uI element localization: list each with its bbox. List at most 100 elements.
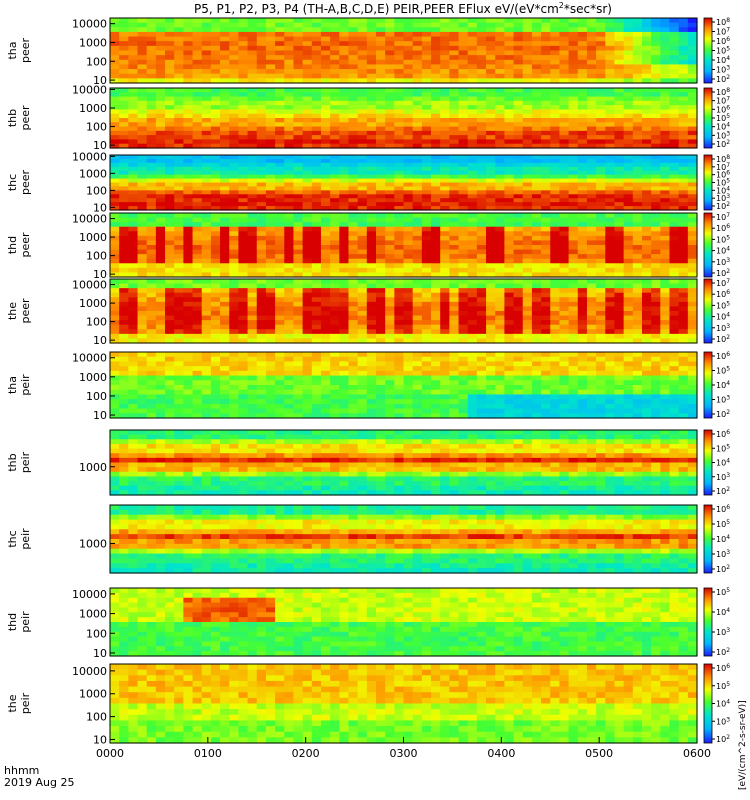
heatmap-cell: [605, 64, 616, 70]
heatmap-cell: [440, 88, 450, 93]
heatmap-cell: [302, 288, 313, 294]
heatmap-cell: [256, 41, 267, 47]
heatmap-cell: [586, 45, 597, 52]
heatmap-cell: [596, 292, 606, 298]
heatmap-cell: [522, 174, 533, 180]
heatmap-cell: [275, 338, 285, 344]
heatmap-cell: [623, 315, 634, 321]
heatmap-cell: [155, 166, 166, 172]
colorbar-tick-label: 105: [716, 113, 730, 123]
heatmap-cell: [192, 279, 203, 285]
heatmap-cell: [366, 311, 377, 317]
heatmap-cell: [513, 109, 524, 115]
heatmap-cell: [504, 272, 515, 278]
heatmap-cell: [541, 194, 551, 199]
heatmap-cell: [550, 174, 561, 180]
heatmap-cell: [678, 222, 689, 228]
heatmap-cell: [421, 198, 432, 203]
heatmap-cell: [458, 222, 469, 228]
heatmap-cell: [128, 27, 139, 33]
heatmap-cell: [596, 213, 606, 219]
heatmap-cell: [669, 194, 680, 199]
heatmap-cell: [357, 18, 368, 24]
heatmap-cell: [385, 267, 395, 274]
heatmap-cell: [687, 198, 698, 203]
heatmap-cell: [678, 50, 689, 56]
heatmap-cell: [623, 356, 634, 363]
heatmap-cell: [651, 59, 661, 66]
heatmap-cell: [458, 366, 469, 372]
heatmap-cell: [421, 324, 432, 330]
heatmap-cell: [183, 143, 194, 149]
heatmap-cell: [229, 31, 239, 38]
heatmap-cell: [687, 194, 698, 199]
heatmap-cell: [431, 235, 441, 242]
heatmap-cell: [330, 122, 340, 128]
heatmap-cell: [403, 166, 414, 172]
heatmap-cell: [550, 240, 561, 246]
heatmap-cell: [293, 352, 304, 358]
heatmap-cell: [201, 361, 212, 367]
heatmap-cell: [357, 178, 368, 184]
heatmap-cell: [247, 320, 258, 326]
heatmap-cell: [174, 64, 184, 70]
heatmap-cell: [247, 272, 258, 278]
heatmap-cell: [256, 158, 267, 164]
heatmap-cell: [385, 126, 395, 132]
heatmap-cell: [605, 333, 616, 340]
heatmap-cell: [541, 333, 551, 340]
heatmap-cell: [119, 249, 129, 255]
heatmap-cell: [385, 263, 395, 269]
heatmap-cell: [174, 301, 184, 308]
heatmap-cell: [550, 122, 561, 128]
heatmap-cell: [577, 50, 588, 56]
heatmap-cell: [238, 50, 249, 56]
heatmap-cell: [495, 254, 505, 260]
heatmap-cell: [320, 217, 331, 223]
heatmap-cell: [265, 22, 276, 28]
heatmap-cell: [192, 22, 203, 28]
heatmap-cell: [201, 105, 212, 111]
heatmap-cell: [339, 31, 350, 38]
heatmap-cell: [559, 143, 570, 149]
heatmap-cell: [687, 174, 698, 180]
y-axis-label-probe: thd: [6, 236, 19, 254]
heatmap-cell: [366, 352, 377, 358]
heatmap-cell: [403, 122, 414, 128]
heatmap-cell: [357, 366, 368, 372]
heatmap-cell: [302, 45, 313, 52]
heatmap-cell: [357, 139, 368, 145]
heatmap-cell: [220, 31, 230, 38]
heatmap-cell: [293, 240, 304, 246]
heatmap-cell: [586, 130, 597, 136]
heatmap-cell: [486, 166, 496, 172]
heatmap-cell: [247, 311, 258, 317]
heatmap-cell: [119, 235, 129, 242]
heatmap-cell: [577, 213, 588, 219]
heatmap-cell: [220, 139, 230, 145]
heatmap-cell: [375, 170, 386, 176]
heatmap-cell: [220, 245, 230, 251]
heatmap-cell: [302, 126, 313, 132]
heatmap-cell: [440, 366, 450, 372]
heatmap-cell: [256, 170, 267, 176]
heatmap-cell: [559, 258, 570, 264]
heatmap-cell: [265, 324, 276, 330]
heatmap-cell: [660, 315, 671, 321]
heatmap-cell: [669, 73, 680, 79]
heatmap-cell: [669, 333, 680, 340]
heatmap-cell: [687, 178, 698, 184]
heatmap-cell: [394, 254, 405, 260]
heatmap-cell: [641, 329, 652, 335]
heatmap-cell: [247, 64, 258, 70]
heatmap-cell: [678, 240, 689, 246]
heatmap-cell: [375, 333, 386, 340]
heatmap-cell: [238, 226, 249, 232]
heatmap-cell: [165, 338, 175, 344]
heatmap-cell: [357, 69, 368, 75]
heatmap-cell: [265, 135, 276, 141]
heatmap-cell: [531, 366, 542, 372]
heatmap-cell: [110, 96, 120, 102]
heatmap-cell: [687, 135, 698, 141]
heatmap-cell: [541, 18, 551, 24]
